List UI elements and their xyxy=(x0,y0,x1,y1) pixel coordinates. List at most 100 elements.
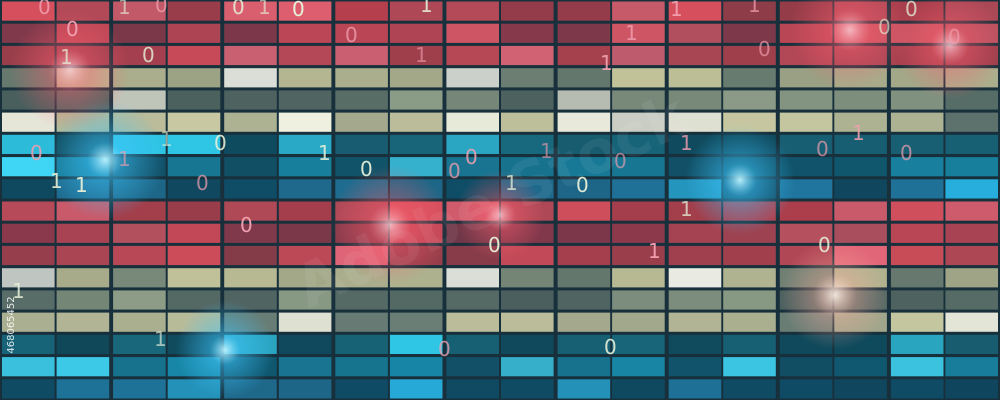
cell xyxy=(335,357,388,377)
cell xyxy=(890,157,944,177)
cell xyxy=(890,379,944,399)
cell xyxy=(446,134,499,154)
cell xyxy=(557,357,611,377)
cell xyxy=(389,23,443,43)
cell xyxy=(501,334,554,354)
binary-digit: 0 xyxy=(196,171,209,195)
cell xyxy=(557,245,611,266)
cell xyxy=(945,290,998,310)
cell xyxy=(113,268,166,288)
stock-id: 468065452 xyxy=(6,296,17,353)
cell xyxy=(167,268,221,288)
cell xyxy=(890,201,944,221)
binary-digit: 1 xyxy=(625,21,638,45)
cell xyxy=(2,134,55,154)
cell xyxy=(446,68,499,88)
cell xyxy=(668,1,722,21)
cell xyxy=(278,157,332,177)
cell xyxy=(834,179,887,199)
binary-digit: 1 xyxy=(540,139,553,163)
binary-digit: 0 xyxy=(240,213,253,237)
cell xyxy=(278,290,332,310)
cell xyxy=(224,90,277,110)
cell xyxy=(668,45,722,66)
cell xyxy=(2,334,55,354)
cell xyxy=(612,268,665,288)
cell xyxy=(335,112,388,132)
cell xyxy=(890,268,944,288)
binary-digit: 1 xyxy=(415,43,428,67)
binary-digit: 0 xyxy=(448,159,461,183)
cell xyxy=(723,90,776,110)
cell xyxy=(224,179,277,199)
cell xyxy=(945,201,998,221)
binary-digit: 0 xyxy=(345,23,358,47)
cell xyxy=(834,157,887,177)
cell xyxy=(167,90,221,110)
cell xyxy=(501,157,554,177)
cell xyxy=(501,357,554,377)
binary-digit: 1 xyxy=(748,0,761,17)
cell xyxy=(779,379,833,399)
cell xyxy=(224,223,277,243)
cell xyxy=(2,357,55,377)
cell xyxy=(501,68,554,88)
glow xyxy=(790,0,910,90)
binary-digit: 0 xyxy=(142,43,155,67)
cell xyxy=(723,68,776,88)
cell xyxy=(335,23,388,43)
cell xyxy=(945,179,998,199)
cell xyxy=(335,379,388,399)
cell xyxy=(389,68,443,88)
cell xyxy=(668,112,722,132)
cell xyxy=(557,23,611,43)
cell xyxy=(224,1,277,21)
binary-digit: 1 xyxy=(648,239,661,263)
cell xyxy=(167,245,221,266)
cell xyxy=(2,379,55,399)
glow xyxy=(10,10,130,130)
cell xyxy=(612,90,665,110)
binary-digit: 0 xyxy=(900,141,913,165)
cell xyxy=(335,1,388,21)
binary-digit: 0 xyxy=(438,337,451,361)
cell xyxy=(557,45,611,66)
cell xyxy=(167,1,221,21)
cell xyxy=(612,179,665,199)
cell xyxy=(335,90,388,110)
cell xyxy=(167,23,221,43)
cell xyxy=(612,312,665,332)
binary-digit: 0 xyxy=(576,173,589,197)
cell xyxy=(389,290,443,310)
cell xyxy=(557,134,611,154)
cell xyxy=(723,334,776,354)
cell xyxy=(890,357,944,377)
cell xyxy=(389,134,443,154)
binary-digit: 0 xyxy=(816,137,829,161)
cell xyxy=(779,134,833,154)
glow xyxy=(780,240,890,350)
cell xyxy=(389,90,443,110)
cell xyxy=(668,334,722,354)
glow xyxy=(455,170,545,260)
cell xyxy=(557,112,611,132)
binary-digit: 1 xyxy=(154,327,167,351)
cell xyxy=(113,357,166,377)
binary-digit: 0 xyxy=(292,0,305,21)
cell xyxy=(278,112,332,132)
binary-digit: 1 xyxy=(160,127,173,151)
cell xyxy=(446,45,499,66)
cell xyxy=(446,379,499,399)
glow xyxy=(685,125,795,235)
cell xyxy=(612,357,665,377)
binary-digit: 0 xyxy=(155,0,168,17)
glow xyxy=(330,165,450,285)
cell xyxy=(56,245,110,266)
cell xyxy=(834,112,887,132)
cell xyxy=(56,268,110,288)
glows xyxy=(10,0,1000,400)
cell xyxy=(167,134,221,154)
cell xyxy=(834,90,887,110)
